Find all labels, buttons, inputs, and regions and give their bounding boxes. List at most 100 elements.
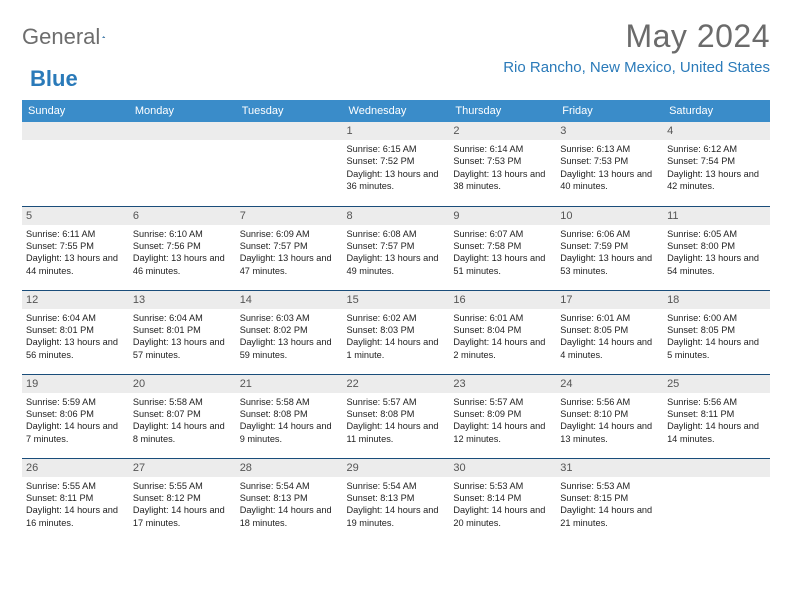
day-number: 29 <box>343 459 450 477</box>
calendar-day-cell: 20Sunrise: 5:58 AMSunset: 8:07 PMDayligh… <box>129 374 236 458</box>
sunrise-text: Sunrise: 5:54 AM <box>240 480 339 492</box>
sunset-text: Sunset: 8:15 PM <box>560 492 659 504</box>
calendar-day-cell: 5Sunrise: 6:11 AMSunset: 7:55 PMDaylight… <box>22 206 129 290</box>
sunrise-text: Sunrise: 6:02 AM <box>347 312 446 324</box>
sunset-text: Sunset: 7:53 PM <box>453 155 552 167</box>
sunset-text: Sunset: 8:08 PM <box>347 408 446 420</box>
day-number: 14 <box>236 291 343 309</box>
calendar-day-cell: 28Sunrise: 5:54 AMSunset: 8:13 PMDayligh… <box>236 458 343 542</box>
sunrise-text: Sunrise: 6:04 AM <box>133 312 232 324</box>
sunset-text: Sunset: 8:02 PM <box>240 324 339 336</box>
day-detail: Sunrise: 6:07 AMSunset: 7:58 PMDaylight:… <box>449 225 556 282</box>
day-detail: Sunrise: 5:54 AMSunset: 8:13 PMDaylight:… <box>343 477 450 534</box>
day-number: 11 <box>663 207 770 225</box>
daylight-text: Daylight: 13 hours and 51 minutes. <box>453 252 552 277</box>
sunset-text: Sunset: 8:13 PM <box>240 492 339 504</box>
day-detail: Sunrise: 5:56 AMSunset: 8:10 PMDaylight:… <box>556 393 663 450</box>
calendar-day-cell: 13Sunrise: 6:04 AMSunset: 8:01 PMDayligh… <box>129 290 236 374</box>
weekday-header: Tuesday <box>236 100 343 122</box>
calendar-day-cell: 18Sunrise: 6:00 AMSunset: 8:05 PMDayligh… <box>663 290 770 374</box>
calendar-week-row: 1Sunrise: 6:15 AMSunset: 7:52 PMDaylight… <box>22 122 770 206</box>
sunrise-text: Sunrise: 5:53 AM <box>560 480 659 492</box>
calendar-day-cell: 3Sunrise: 6:13 AMSunset: 7:53 PMDaylight… <box>556 122 663 206</box>
day-number: 5 <box>22 207 129 225</box>
sunset-text: Sunset: 7:58 PM <box>453 240 552 252</box>
sunrise-text: Sunrise: 6:06 AM <box>560 228 659 240</box>
day-detail: Sunrise: 6:15 AMSunset: 7:52 PMDaylight:… <box>343 140 450 197</box>
sunset-text: Sunset: 7:56 PM <box>133 240 232 252</box>
day-number <box>236 122 343 140</box>
sunset-text: Sunset: 8:12 PM <box>133 492 232 504</box>
sunset-text: Sunset: 8:07 PM <box>133 408 232 420</box>
day-number: 19 <box>22 375 129 393</box>
sunrise-text: Sunrise: 5:57 AM <box>453 396 552 408</box>
sunset-text: Sunset: 7:55 PM <box>26 240 125 252</box>
day-detail: Sunrise: 5:55 AMSunset: 8:12 PMDaylight:… <box>129 477 236 534</box>
calendar-day-cell: 1Sunrise: 6:15 AMSunset: 7:52 PMDaylight… <box>343 122 450 206</box>
calendar-day-cell: 7Sunrise: 6:09 AMSunset: 7:57 PMDaylight… <box>236 206 343 290</box>
weekday-header: Thursday <box>449 100 556 122</box>
sunrise-text: Sunrise: 6:13 AM <box>560 143 659 155</box>
sunrise-text: Sunrise: 6:10 AM <box>133 228 232 240</box>
calendar-day-cell: 31Sunrise: 5:53 AMSunset: 8:15 PMDayligh… <box>556 458 663 542</box>
day-number <box>663 459 770 477</box>
sunset-text: Sunset: 8:13 PM <box>347 492 446 504</box>
logo-mark-icon <box>102 28 105 46</box>
day-detail: Sunrise: 6:10 AMSunset: 7:56 PMDaylight:… <box>129 225 236 282</box>
daylight-text: Daylight: 14 hours and 7 minutes. <box>26 420 125 445</box>
daylight-text: Daylight: 13 hours and 47 minutes. <box>240 252 339 277</box>
logo: General <box>22 18 124 50</box>
day-detail: Sunrise: 5:59 AMSunset: 8:06 PMDaylight:… <box>22 393 129 450</box>
daylight-text: Daylight: 14 hours and 13 minutes. <box>560 420 659 445</box>
day-detail: Sunrise: 5:54 AMSunset: 8:13 PMDaylight:… <box>236 477 343 534</box>
calendar-day-cell: 16Sunrise: 6:01 AMSunset: 8:04 PMDayligh… <box>449 290 556 374</box>
weekday-header: Friday <box>556 100 663 122</box>
day-number: 22 <box>343 375 450 393</box>
daylight-text: Daylight: 14 hours and 8 minutes. <box>133 420 232 445</box>
day-detail: Sunrise: 6:08 AMSunset: 7:57 PMDaylight:… <box>343 225 450 282</box>
calendar-day-cell: 9Sunrise: 6:07 AMSunset: 7:58 PMDaylight… <box>449 206 556 290</box>
sunrise-text: Sunrise: 6:07 AM <box>453 228 552 240</box>
calendar-day-cell: 10Sunrise: 6:06 AMSunset: 7:59 PMDayligh… <box>556 206 663 290</box>
sunrise-text: Sunrise: 5:57 AM <box>347 396 446 408</box>
day-number: 27 <box>129 459 236 477</box>
day-number: 28 <box>236 459 343 477</box>
sunrise-text: Sunrise: 6:12 AM <box>667 143 766 155</box>
calendar-day-cell: 29Sunrise: 5:54 AMSunset: 8:13 PMDayligh… <box>343 458 450 542</box>
day-detail: Sunrise: 6:04 AMSunset: 8:01 PMDaylight:… <box>129 309 236 366</box>
day-number: 4 <box>663 122 770 140</box>
sunrise-text: Sunrise: 6:00 AM <box>667 312 766 324</box>
day-number: 26 <box>22 459 129 477</box>
calendar-day-cell: 8Sunrise: 6:08 AMSunset: 7:57 PMDaylight… <box>343 206 450 290</box>
calendar-day-cell: 19Sunrise: 5:59 AMSunset: 8:06 PMDayligh… <box>22 374 129 458</box>
day-number <box>129 122 236 140</box>
daylight-text: Daylight: 13 hours and 59 minutes. <box>240 336 339 361</box>
sunset-text: Sunset: 8:01 PM <box>133 324 232 336</box>
calendar-day-cell: 15Sunrise: 6:02 AMSunset: 8:03 PMDayligh… <box>343 290 450 374</box>
daylight-text: Daylight: 14 hours and 14 minutes. <box>667 420 766 445</box>
calendar-day-cell: 30Sunrise: 5:53 AMSunset: 8:14 PMDayligh… <box>449 458 556 542</box>
daylight-text: Daylight: 13 hours and 46 minutes. <box>133 252 232 277</box>
day-number: 21 <box>236 375 343 393</box>
calendar-day-cell: 12Sunrise: 6:04 AMSunset: 8:01 PMDayligh… <box>22 290 129 374</box>
sunset-text: Sunset: 7:59 PM <box>560 240 659 252</box>
day-detail: Sunrise: 5:57 AMSunset: 8:09 PMDaylight:… <box>449 393 556 450</box>
day-detail: Sunrise: 6:03 AMSunset: 8:02 PMDaylight:… <box>236 309 343 366</box>
sunset-text: Sunset: 7:52 PM <box>347 155 446 167</box>
day-detail: Sunrise: 6:09 AMSunset: 7:57 PMDaylight:… <box>236 225 343 282</box>
sunset-text: Sunset: 8:04 PM <box>453 324 552 336</box>
calendar-day-cell: 17Sunrise: 6:01 AMSunset: 8:05 PMDayligh… <box>556 290 663 374</box>
day-number: 31 <box>556 459 663 477</box>
calendar-day-cell <box>22 122 129 206</box>
day-detail: Sunrise: 5:55 AMSunset: 8:11 PMDaylight:… <box>22 477 129 534</box>
sunrise-text: Sunrise: 6:09 AM <box>240 228 339 240</box>
day-number: 16 <box>449 291 556 309</box>
day-number: 2 <box>449 122 556 140</box>
sunset-text: Sunset: 8:05 PM <box>667 324 766 336</box>
day-number: 1 <box>343 122 450 140</box>
day-number: 18 <box>663 291 770 309</box>
daylight-text: Daylight: 14 hours and 12 minutes. <box>453 420 552 445</box>
sunrise-text: Sunrise: 5:55 AM <box>26 480 125 492</box>
calendar-day-cell <box>236 122 343 206</box>
calendar-day-cell: 27Sunrise: 5:55 AMSunset: 8:12 PMDayligh… <box>129 458 236 542</box>
